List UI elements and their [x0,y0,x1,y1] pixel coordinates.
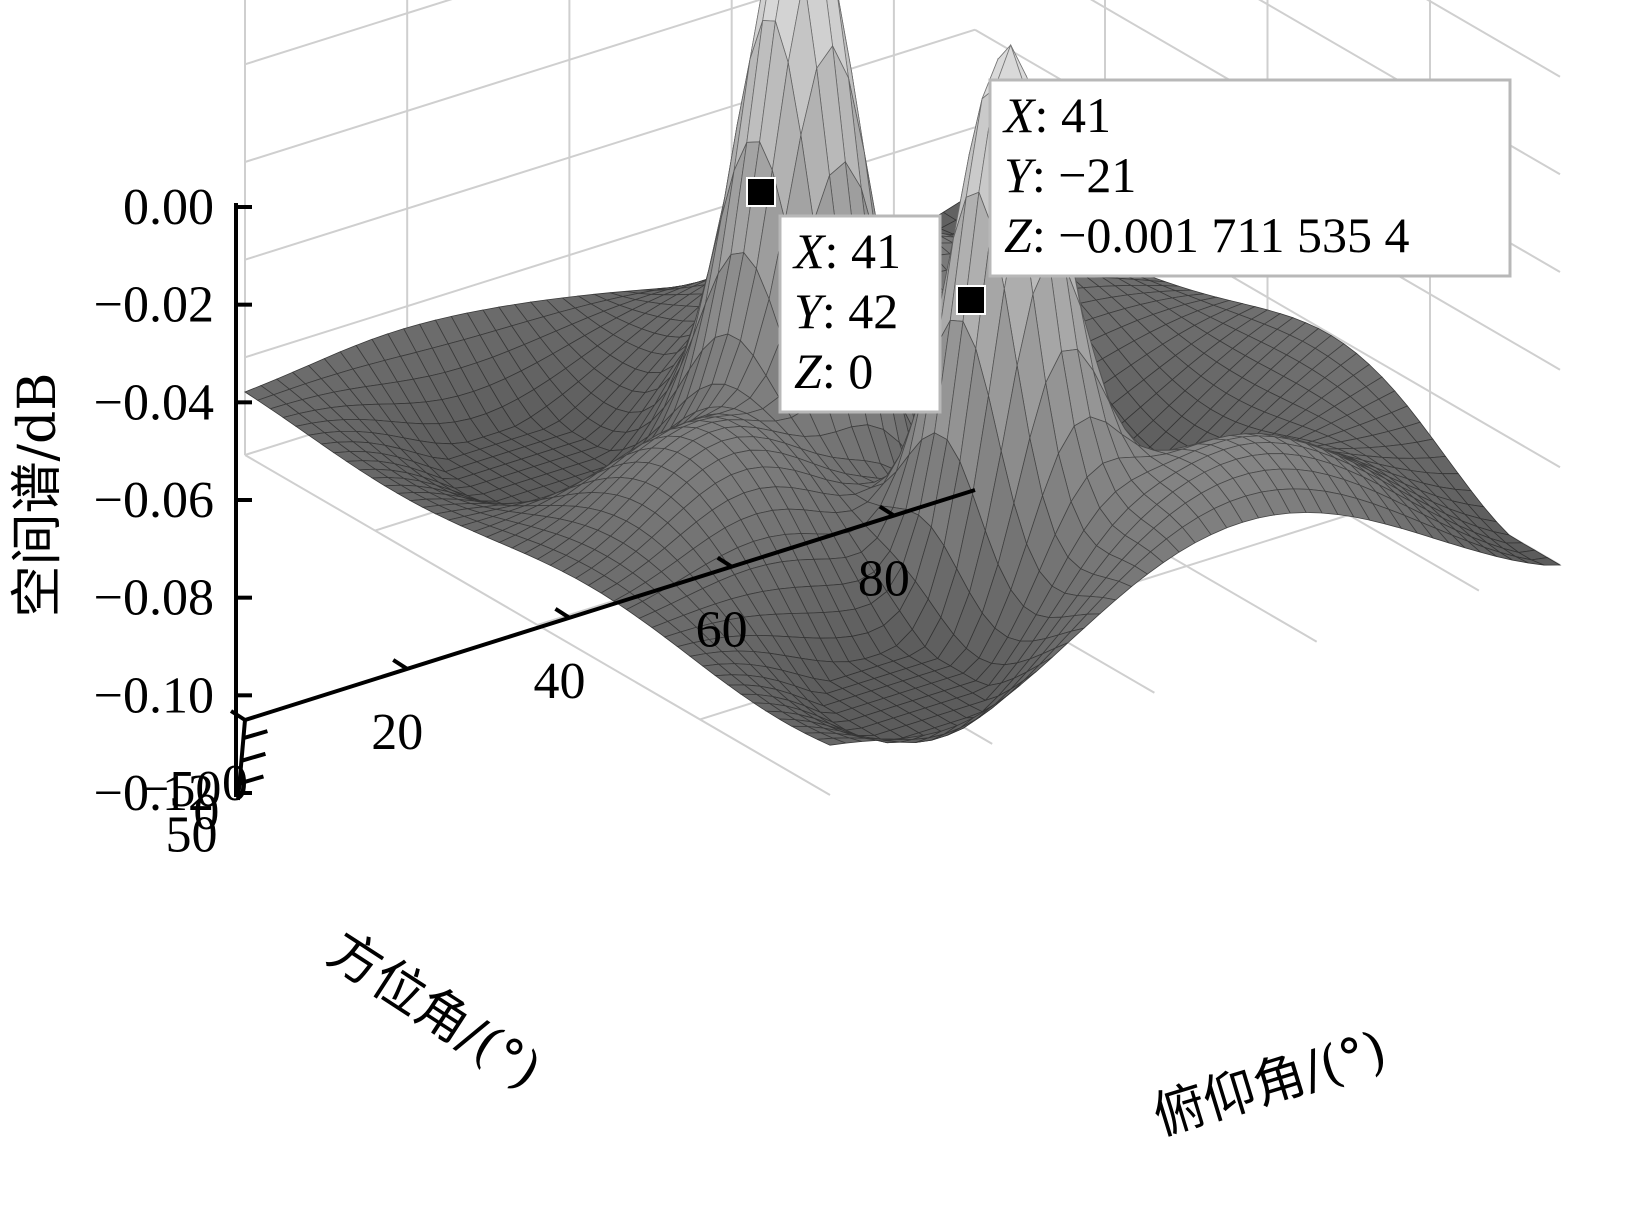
azimuth-tick-label: −50 [140,761,221,818]
datatip-value: : 41 [1035,87,1111,143]
azimuth-tick-mark [242,729,268,741]
peak-marker [746,177,776,207]
datatip-value: : 41 [825,223,901,279]
datatip-key: X [1002,87,1037,143]
datatip-key: Z [1004,207,1033,263]
peak-marker-layer [746,177,986,315]
datatip-layer: X: 41Y: 42Z: 0X: 41Y: −21Z: −0.001 711 5… [778,78,1512,414]
grid-line [244,0,453,66]
elevation-tick-mark [229,709,247,722]
elevation-axis-label: 俯仰角/(°) [1146,1020,1393,1148]
elevation-tick-label: 80 [858,551,910,608]
datatip-box [778,214,942,414]
z-tick-label: −0.12 [94,765,214,822]
azimuth-tick-mark [238,774,265,786]
datatip-value: : −21 [1032,147,1137,203]
datatip-key: Y [794,283,827,339]
elevation-tick-label: 0 [222,755,248,812]
azimuth-tick-label: 0 [193,784,219,841]
datatip-value: : 0 [822,343,873,399]
elevation-tick-label: 40 [533,653,585,710]
z-tick-label: −0.04 [94,374,214,431]
datatip-value: : 42 [822,283,898,339]
surface-facet [817,737,847,746]
z-tick-label: −0.06 [94,472,214,529]
azimuth-tick-label: 50 [165,806,217,863]
datatip-box [988,78,1512,278]
datatip: X: 41Y: −21Z: −0.001 711 535 4 [988,78,1512,278]
grid-line [1426,0,1561,78]
datatip-value: : −0.001 711 535 4 [1032,207,1410,263]
z-tick-label: −0.08 [94,570,214,627]
datatip-row: Z: 0 [794,343,873,399]
z-tick-label: −0.02 [94,277,214,334]
z-axis-label: 空间谱/dB [8,372,68,617]
elevation-tick-mark [392,658,409,671]
datatip-row: X: 41 [792,223,901,279]
elevation-axis-line [244,488,976,722]
peak-marker [956,285,986,315]
z-tick-label: 0.00 [123,179,214,236]
datatip: X: 41Y: 42Z: 0 [778,214,942,414]
elevation-tick-mark [554,607,571,620]
datatip-row: X: 41 [1002,87,1111,143]
grid-line [244,28,976,261]
datatip-key: Y [1004,147,1037,203]
z-tick-label: −0.10 [94,667,214,724]
datatip-row: Y: 42 [794,283,898,339]
grid-line [244,0,763,163]
datatip-key: X [792,223,827,279]
tick-label-layer: 0.00 −0.02 −0.04 −0.06 −0.08 −0.10 −0.12500−50… [94,179,910,863]
azimuth-tick-mark [240,751,266,763]
elevation-tick-mark [716,555,733,569]
elevation-tick-mark [878,504,895,518]
datatip-row: Y: −21 [1004,147,1136,203]
datatip-row: Z: −0.001 711 535 4 [1004,207,1410,263]
elevation-tick-label: 60 [696,602,748,659]
elevation-tick-label: 20 [371,704,423,761]
datatip-key: Z [794,343,823,399]
azimuth-axis-label: 方位角/(°) [317,920,551,1101]
